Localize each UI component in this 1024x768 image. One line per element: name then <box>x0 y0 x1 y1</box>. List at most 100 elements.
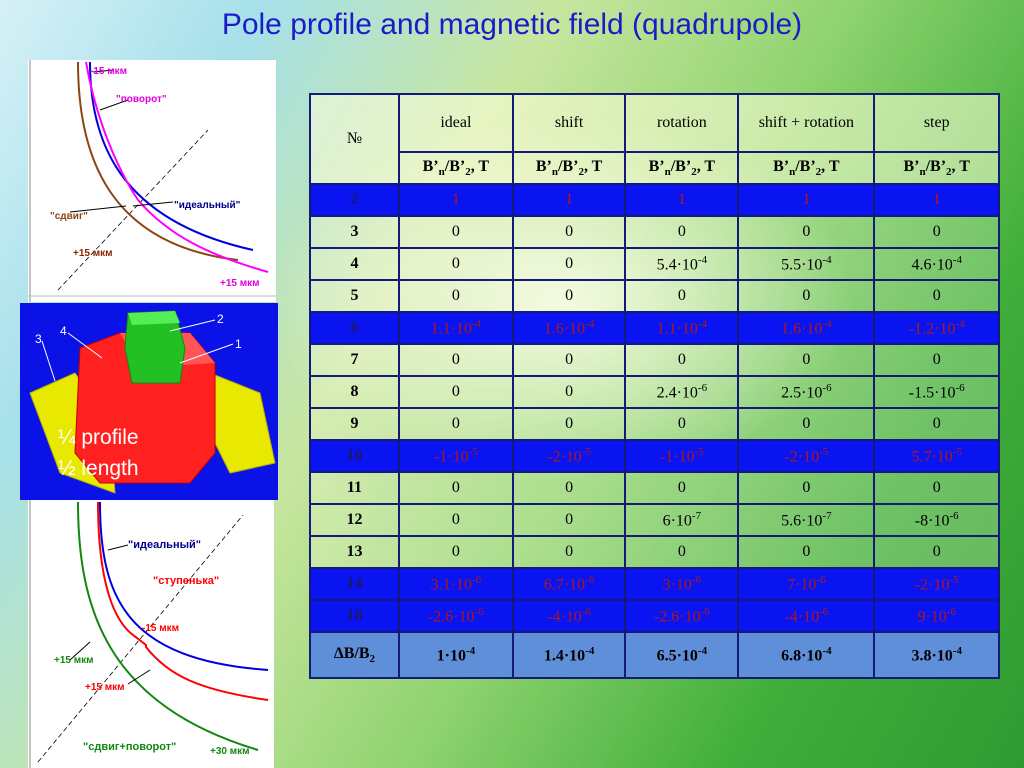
table-cell: 0 <box>511 535 627 569</box>
table-cell: 0 <box>511 375 627 409</box>
table-cell: 1 <box>511 183 627 217</box>
table-cell: 0 <box>511 279 627 313</box>
harmonic-number: 2 <box>309 183 400 217</box>
harmonic-number: 10 <box>309 439 400 473</box>
col-ideal: ideal <box>397 93 514 153</box>
table-cell: 1 <box>624 183 740 217</box>
table-cell: 0 <box>397 215 514 249</box>
num-header: № <box>309 93 400 185</box>
label-step: "ступенька" <box>153 575 219 587</box>
table-cell: 2.5·10-6 <box>737 375 876 409</box>
harmonic-number: 6 <box>309 311 400 345</box>
table-cell: -2.6·10-6 <box>624 599 740 633</box>
table-total-row: ∆B/B2 1·10-4 1.4·10-4 6.5·10-4 6.8·10-4 3.8·1… <box>309 631 1000 679</box>
pole-3d-model: 2 1 3 4 <box>20 303 278 500</box>
table-cell: 1 <box>737 183 876 217</box>
harmonic-number: 12 <box>309 503 400 537</box>
table-cell: 1.6·10-4 <box>737 311 876 345</box>
model-label-3: 3 <box>35 332 42 346</box>
label-plus15-brown: +15 мкм <box>73 248 113 259</box>
table-cell: 0 <box>873 215 1000 249</box>
table-cell: 0 <box>873 407 1000 441</box>
table-cell: 0 <box>624 471 740 505</box>
table-cell: 5.7·10-5 <box>873 439 1000 473</box>
table-cell: 0 <box>397 471 514 505</box>
table-cell: -2·10-5 <box>873 567 1000 601</box>
table-cell: 0 <box>737 535 876 569</box>
table-cell: -1·10-5 <box>397 439 514 473</box>
table-cell: 0 <box>397 407 514 441</box>
table-row: 4 0 0 5.4·10-4 5.5·10-4 4.6·10-4 <box>309 247 1000 281</box>
table-row: 13 0 0 0 0 0 <box>309 535 1000 569</box>
model-label-1: 1 <box>235 337 242 351</box>
table-cell: 0 <box>397 279 514 313</box>
table-cell: 2.4·10-6 <box>624 375 740 409</box>
slide-title: Pole profile and magnetic field (quadrup… <box>221 8 803 41</box>
harmonic-number: 4 <box>309 247 400 281</box>
table-cell: -2.6·10-6 <box>397 599 514 633</box>
table-cell: 0 <box>624 343 740 377</box>
table-unit-row: B’n/B’2, T B’n/B’2, T B’n/B’2, T B’n/B’2… <box>310 151 1000 185</box>
harmonic-number: 3 <box>309 215 400 249</box>
label-ideal: "идеальный" <box>174 200 241 211</box>
caption-profile: ¼ profile <box>58 426 139 449</box>
col-rotation: rotation <box>624 93 740 153</box>
table-cell: 5.5·10-4 <box>737 247 876 281</box>
table-row: 11 0 0 0 0 0 <box>309 471 1000 505</box>
model-label-4: 4 <box>60 324 67 338</box>
harmonic-number: 13 <box>309 535 400 569</box>
table-cell: 4.6·10-4 <box>873 247 1000 281</box>
table-cell: 0 <box>397 535 514 569</box>
table-body: 2 1 1 1 1 1 3 0 0 0 0 0 4 0 0 5.4·10-4 5.5·10-4 4.6·10-4 5… <box>309 183 1000 679</box>
table-cell: 9·10-6 <box>873 599 1000 633</box>
unit-cell: B’n/B’2, T <box>397 151 514 185</box>
table-cell: -1.2·10-4 <box>873 311 1000 345</box>
table-cell: 0 <box>737 343 876 377</box>
label-shift-rotation: "сдвиг+поворот" <box>83 741 176 753</box>
table-cell: 0 <box>511 503 627 537</box>
harmonic-number: 18 <box>309 599 400 633</box>
table-cell: 0 <box>624 215 740 249</box>
col-shift: shift <box>511 93 627 153</box>
harmonic-number: 5 <box>309 279 400 313</box>
table-cell: 0 <box>737 407 876 441</box>
table-row: 14 3.1·10-6 6.7·10-6 3·10-6 7·10-6 -2·10-5 <box>309 567 1000 601</box>
table-cell: 0 <box>511 247 627 281</box>
table-cell: 6.7·10-6 <box>511 567 627 601</box>
table-cell: -1·10-5 <box>624 439 740 473</box>
total-cell: 1.4·10-4 <box>511 631 627 679</box>
unit-cell: B’n/B’2, T <box>737 151 876 185</box>
table-cell: -8·10-6 <box>873 503 1000 537</box>
total-cell: 6.8·10-4 <box>737 631 876 679</box>
table-cell: 0 <box>397 375 514 409</box>
unit-cell: B’n/B’2, T <box>511 151 627 185</box>
table-cell: -4·10-6 <box>737 599 876 633</box>
col-shift-rotation: shift + rotation <box>737 93 876 153</box>
label-minus15: -15 мкм <box>90 66 127 77</box>
table-cell: 1.1·10-4 <box>624 311 740 345</box>
unit-cell: B’n/B’2, T <box>624 151 740 185</box>
table-cell: 0 <box>397 343 514 377</box>
pole-profile-plot-top: -15 мкм "поворот" "идеальный" "сдвиг" +1… <box>28 60 276 302</box>
table-cell: 3.1·10-6 <box>397 567 514 601</box>
table-cell: 5.6·10-7 <box>737 503 876 537</box>
label-ideal-bottom: "идеальный" <box>128 539 201 551</box>
model-label-2: 2 <box>217 312 224 326</box>
label-plus15-magenta: +15 мкм <box>220 278 260 289</box>
unit-cell: B’n/B’2, T <box>873 151 1000 185</box>
table-cell: 0 <box>737 279 876 313</box>
table-cell: 1.6·10-4 <box>511 311 627 345</box>
table-cell: 0 <box>873 279 1000 313</box>
table-cell: 6·10-7 <box>624 503 740 537</box>
label-plus30: +30 мкм <box>210 746 250 757</box>
table-cell: 7·10-6 <box>737 567 876 601</box>
harmonic-number: 7 <box>309 343 400 377</box>
total-cell: 1·10-4 <box>397 631 514 679</box>
total-label: ∆B/B2 <box>309 631 400 679</box>
caption-length: ½ length <box>58 457 139 480</box>
harmonic-number: 11 <box>309 471 400 505</box>
table-cell: 1 <box>873 183 1000 217</box>
table-cell: 0 <box>624 279 740 313</box>
